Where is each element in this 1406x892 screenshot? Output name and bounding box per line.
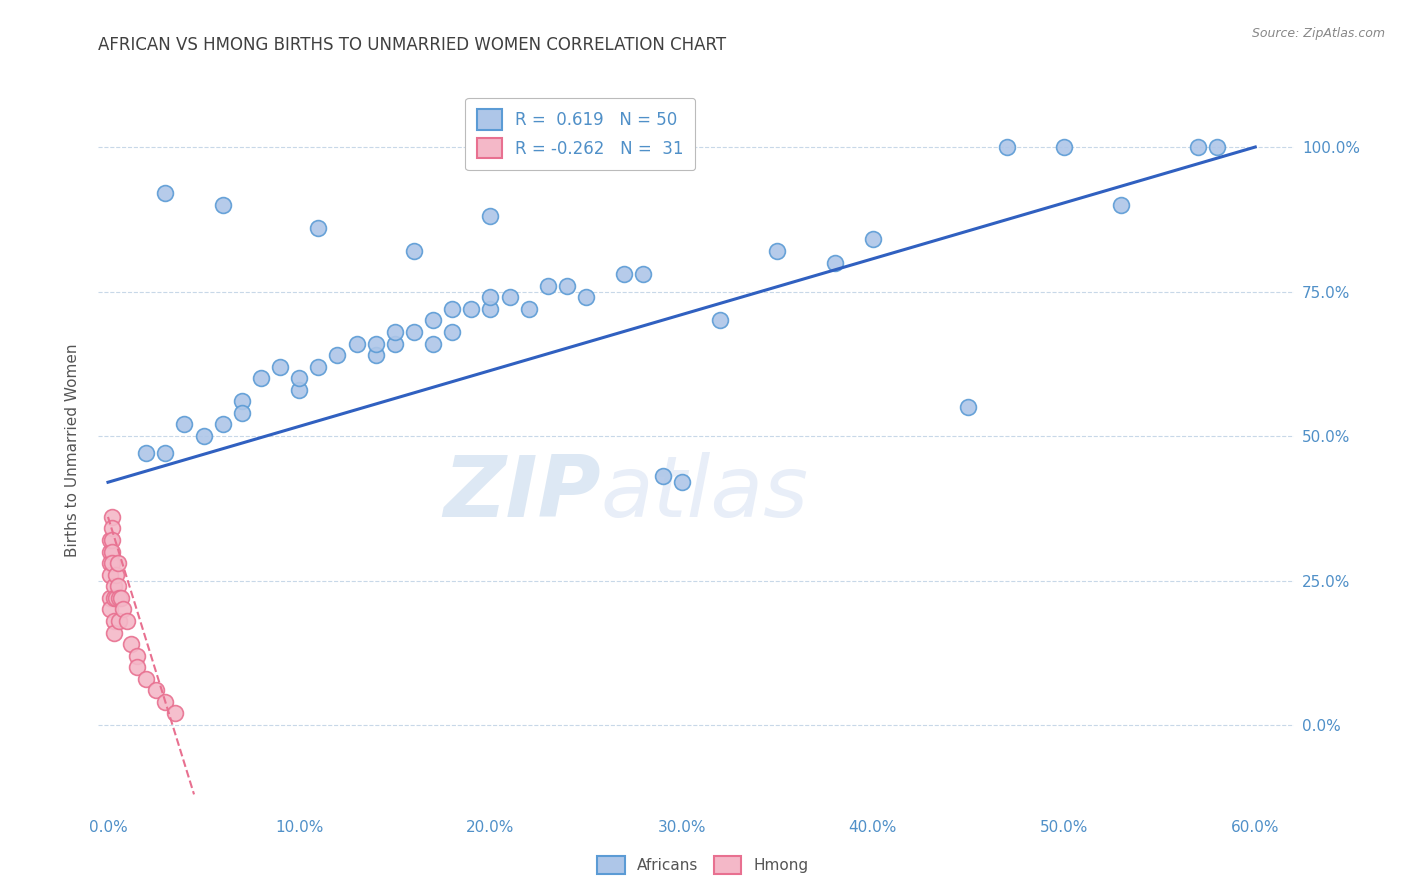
Point (402, 244, 425, 258)
Point (422, 313, 444, 327)
Point (101, 510, 124, 524)
Point (231, 406, 253, 420)
Point (364, 348, 387, 362)
Text: atlas: atlas (600, 452, 808, 535)
Point (384, 325, 406, 339)
Point (125, 648, 148, 663)
Point (135, 446, 157, 460)
Point (155, 695, 177, 709)
Point (211, 417, 233, 432)
Point (98, 533, 121, 547)
Point (460, 301, 482, 316)
Point (103, 579, 125, 593)
Point (651, 469, 673, 483)
Point (575, 290, 598, 304)
Point (364, 336, 387, 351)
Point (288, 371, 311, 385)
Point (441, 325, 464, 339)
Point (107, 556, 129, 570)
Point (107, 579, 129, 593)
Point (1053, 140, 1076, 154)
Point (307, 221, 329, 235)
Point (110, 591, 132, 605)
Point (288, 383, 311, 397)
Point (766, 244, 789, 258)
Point (155, 446, 177, 460)
Point (479, 210, 502, 224)
Point (98, 567, 121, 582)
Point (422, 336, 444, 351)
Point (125, 660, 148, 674)
Point (1206, 140, 1229, 154)
Point (135, 672, 157, 686)
Point (101, 556, 124, 570)
Point (479, 290, 502, 304)
Point (101, 533, 124, 547)
Point (537, 278, 560, 293)
Point (112, 602, 135, 616)
Legend: R =  0.619   N = 50, R = -0.262   N =  31: R = 0.619 N = 50, R = -0.262 N = 31 (465, 97, 696, 169)
Legend: Africans, Hmong: Africans, Hmong (592, 850, 814, 880)
Point (104, 567, 127, 582)
Point (441, 301, 464, 316)
Point (103, 591, 125, 605)
Point (1187, 140, 1209, 154)
Text: Source: ZipAtlas.com: Source: ZipAtlas.com (1251, 27, 1385, 40)
Point (193, 429, 215, 443)
Point (384, 336, 406, 351)
Point (995, 140, 1018, 154)
Point (231, 394, 253, 409)
Point (346, 336, 368, 351)
Point (155, 186, 177, 201)
Point (824, 255, 846, 269)
Y-axis label: Births to Unmarried Women: Births to Unmarried Women (65, 343, 80, 558)
Point (250, 371, 273, 385)
Point (120, 637, 142, 651)
Text: AFRICAN VS HMONG BIRTHS TO UNMARRIED WOMEN CORRELATION CHART: AFRICAN VS HMONG BIRTHS TO UNMARRIED WOM… (98, 36, 727, 54)
Point (307, 359, 329, 374)
Point (103, 614, 125, 628)
Point (613, 267, 636, 281)
Point (108, 591, 131, 605)
Point (101, 544, 124, 558)
Point (709, 313, 731, 327)
Point (957, 400, 980, 414)
Point (98, 556, 121, 570)
Point (402, 325, 425, 339)
Point (517, 301, 540, 316)
Point (103, 625, 125, 640)
Point (145, 683, 167, 698)
Point (115, 614, 138, 628)
Point (479, 301, 502, 316)
Point (163, 706, 186, 721)
Text: ZIP: ZIP (443, 452, 600, 535)
Point (1111, 198, 1133, 212)
Point (862, 232, 884, 246)
Point (633, 267, 655, 281)
Point (555, 278, 578, 293)
Point (104, 591, 127, 605)
Point (98, 544, 121, 558)
Point (269, 359, 291, 374)
Point (101, 521, 124, 535)
Point (498, 290, 520, 304)
Point (211, 198, 233, 212)
Point (108, 614, 131, 628)
Point (98, 602, 121, 616)
Point (326, 348, 349, 362)
Point (98, 591, 121, 605)
Point (671, 475, 693, 490)
Point (173, 417, 195, 432)
